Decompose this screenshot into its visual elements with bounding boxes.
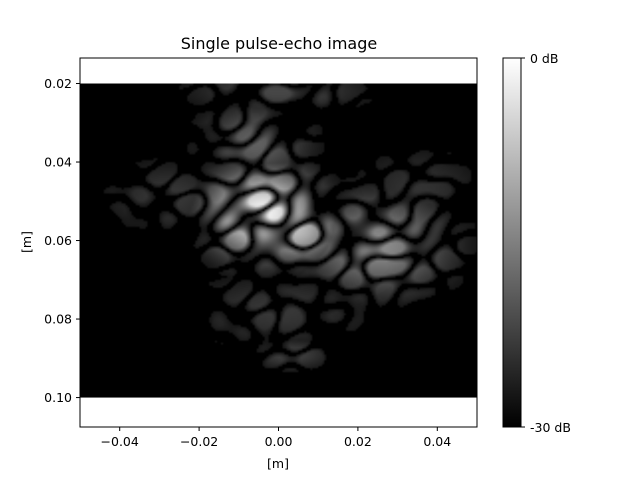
x-tick-label: 0.04 — [423, 434, 451, 449]
y-axis: 0.02 0.04 0.06 0.08 0.10 — [44, 76, 80, 405]
x-tick-label: 0.02 — [344, 434, 372, 449]
x-tick-label: 0.00 — [265, 434, 293, 449]
y-tick-label: 0.08 — [44, 312, 72, 327]
colorbar: 0 dB -30 dB — [502, 51, 571, 435]
y-axis-title: [m] — [19, 231, 34, 253]
y-tick-label: 0.02 — [44, 76, 72, 91]
y-tick-label: 0.04 — [44, 155, 72, 170]
x-tick-label: −0.02 — [180, 434, 218, 449]
colorbar-label-top: 0 dB — [530, 51, 558, 66]
y-tick-label: 0.10 — [44, 390, 72, 405]
y-tick-label: 0.06 — [44, 233, 72, 248]
plot-area — [79, 57, 478, 428]
colorbar-gradient — [502, 57, 522, 428]
x-axis-title: [m] — [267, 456, 289, 471]
x-tick-label: −0.04 — [101, 434, 139, 449]
chart-title: Single pulse-echo image — [181, 34, 377, 53]
heatmap-image — [80, 83, 477, 398]
colorbar-label-bottom: -30 dB — [530, 420, 571, 435]
x-axis: −0.04 −0.02 0.00 0.02 0.04 — [101, 427, 451, 449]
